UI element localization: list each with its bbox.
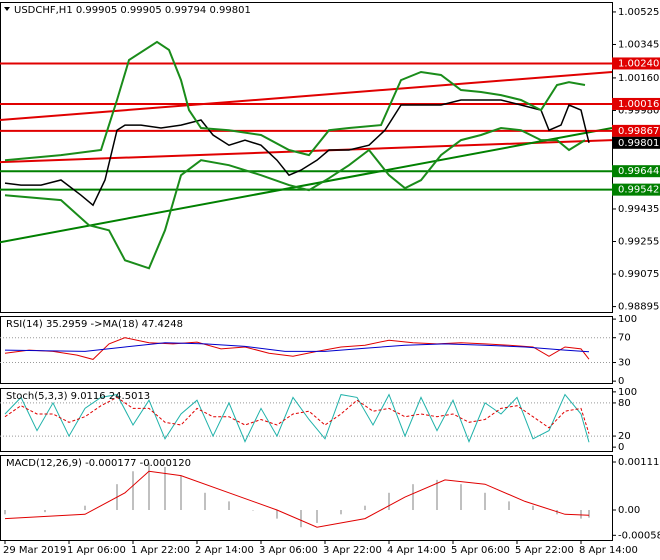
trend-line	[0, 139, 613, 164]
y-tick-label: 0.001115	[618, 457, 660, 468]
series-line	[4, 126, 586, 270]
histogram-bar	[300, 510, 302, 528]
series-line	[4, 40, 586, 162]
y-tick-label: 0.98895	[618, 302, 659, 313]
histogram-bar	[164, 466, 166, 511]
histogram-bar	[132, 471, 134, 511]
y-tick-label: 0.99435	[618, 204, 659, 215]
y-tick-label: 100	[618, 387, 637, 398]
x-tick-label: 8 Apr 14:00	[579, 545, 638, 556]
series-line	[4, 470, 590, 528]
histogram-bar	[588, 510, 590, 518]
y-tick-label: 0.99980	[618, 105, 659, 116]
y-tick-label: 30	[618, 358, 631, 369]
trend-line	[0, 127, 613, 244]
x-tick-label: 2 Apr 14:00	[195, 545, 254, 556]
series-line	[4, 337, 590, 360]
histogram-bar	[84, 505, 86, 511]
panel-title: Stoch(5,3,3) 9.0116 24.5013	[6, 391, 150, 402]
x-tick-label: 1 Apr 22:00	[131, 545, 190, 556]
histogram-bar	[388, 492, 390, 511]
histogram-bar	[364, 505, 366, 511]
panel-frame	[0, 455, 613, 541]
y-tick-label: 80	[618, 398, 631, 409]
last-price-box	[612, 136, 660, 149]
y-tick-label: 1.00525	[618, 7, 659, 18]
y-tick-label: 1.00160	[618, 73, 659, 84]
histogram-bar	[316, 510, 318, 523]
y-tick-label: -0.000588	[618, 530, 660, 541]
histogram-bar	[580, 510, 582, 519]
histogram-bar	[276, 510, 278, 519]
level-label: 0.99644	[618, 166, 659, 177]
histogram-bar	[436, 479, 438, 511]
last-price-label: 0.99801	[618, 138, 659, 149]
histogram-bar	[508, 501, 510, 511]
panel-frame	[0, 316, 613, 384]
panel-frame	[0, 2, 613, 313]
series-line	[4, 99, 590, 207]
level-box	[612, 124, 660, 137]
histogram-bar	[228, 501, 230, 511]
x-tick-label: 29 Mar 2019	[3, 545, 66, 556]
series-line	[4, 396, 590, 434]
level-label: 1.00016	[618, 99, 659, 110]
histogram-bar	[252, 510, 254, 511]
y-tick-label: 0.00	[618, 505, 640, 516]
trend-line	[0, 70, 613, 122]
histogram-bar	[340, 510, 342, 515]
y-tick-label: 70	[618, 333, 631, 344]
series-line	[4, 342, 590, 353]
x-tick-label: 5 Apr 22:00	[515, 545, 574, 556]
y-tick-label: 0.99075	[618, 269, 659, 280]
y-tick-label: 1.00345	[618, 39, 659, 50]
panel-title: MACD(12,26,9) -0.000177 -0.000120	[6, 458, 191, 469]
histogram-bar	[4, 510, 6, 515]
level-label: 0.99542	[618, 185, 659, 196]
y-tick-label: 100	[618, 314, 637, 325]
histogram-bar	[484, 492, 486, 511]
level-box	[612, 57, 660, 70]
y-tick-label: 0	[618, 376, 624, 387]
series-line	[4, 393, 590, 443]
histogram-bar	[532, 505, 534, 511]
level-box	[612, 183, 660, 196]
x-tick-label: 1 Apr 06:00	[67, 545, 126, 556]
panel-title: USDCHF,H1 0.99905 0.99905 0.99794 0.9980…	[14, 5, 251, 16]
level-box	[612, 165, 660, 178]
menu-arrow	[4, 7, 10, 11]
histogram-bar	[148, 462, 150, 511]
histogram-bar	[412, 484, 414, 511]
histogram-bar	[180, 475, 182, 511]
histogram-bar	[204, 492, 206, 511]
panel-title: RSI(14) 35.2959 ->MA(18) 47.4248	[6, 319, 183, 330]
y-tick-label: 0.99255	[618, 237, 659, 248]
level-label: 1.00240	[618, 58, 659, 69]
x-tick-label: 5 Apr 06:00	[451, 545, 510, 556]
level-label: 0.99867	[618, 126, 659, 137]
x-tick-label: 3 Apr 22:00	[323, 545, 382, 556]
y-tick-label: 0	[618, 442, 624, 453]
x-tick-label: 4 Apr 14:00	[387, 545, 446, 556]
y-tick-label: 20	[618, 431, 631, 442]
panel-frame	[0, 388, 613, 452]
x-tick-label: 3 Apr 06:00	[259, 545, 318, 556]
level-box	[612, 97, 660, 110]
histogram-bar	[44, 510, 46, 513]
histogram-bar	[460, 484, 462, 511]
